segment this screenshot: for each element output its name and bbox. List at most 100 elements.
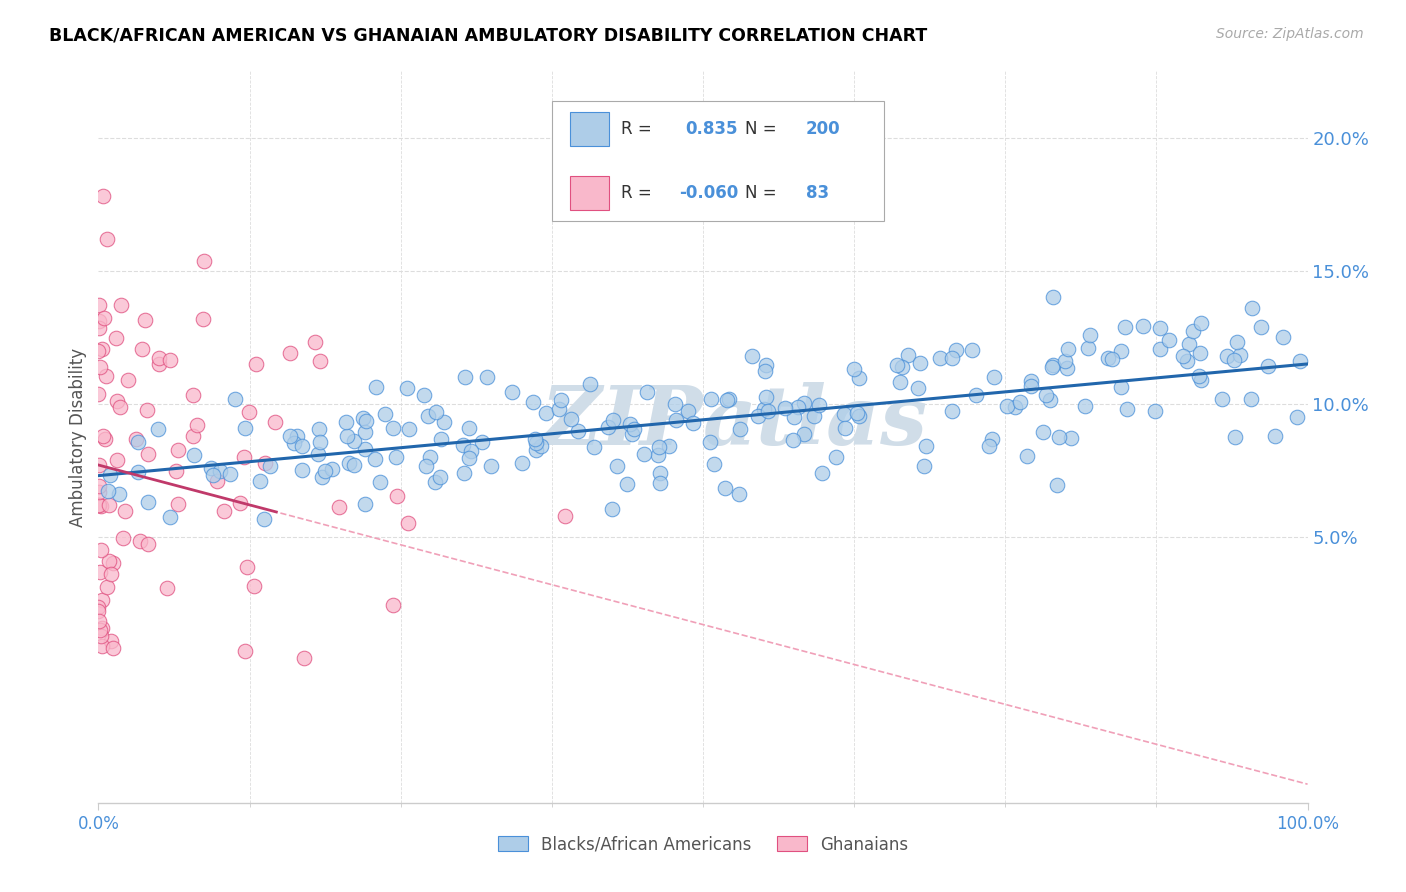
Point (1223, 352, 1246, 367)
Point (941, 351, 963, 365)
Point (756, 404, 779, 418)
Point (1257, 359, 1279, 374)
Point (897, 348, 920, 362)
Point (1178, 336, 1201, 351)
Point (458, 451, 481, 466)
Point (146, 422, 169, 436)
Point (633, 447, 655, 461)
Point (243, 579, 266, 593)
Point (1289, 354, 1312, 368)
Point (283, 435, 305, 450)
Point (1250, 320, 1272, 334)
Y-axis label: Ambulatory Disability: Ambulatory Disability (69, 348, 87, 526)
Point (159, 352, 181, 367)
Point (108, 400, 131, 414)
Point (87, 343, 110, 358)
Point (1015, 450, 1038, 464)
Point (238, 405, 260, 419)
Point (501, 385, 523, 400)
Point (1223, 430, 1246, 444)
Point (117, 373, 139, 387)
Point (87, 458, 110, 472)
Point (337, 456, 360, 470)
Point (567, 424, 589, 438)
Text: R =: R = (621, 120, 651, 138)
Legend: Blacks/African Americans, Ghanaians: Blacks/African Americans, Ghanaians (491, 829, 915, 860)
Point (131, 342, 153, 356)
Point (249, 475, 271, 489)
Point (1035, 388, 1057, 402)
Point (578, 377, 600, 392)
Text: R =: R = (621, 184, 651, 202)
Point (181, 429, 204, 443)
Point (321, 462, 343, 476)
Point (782, 433, 804, 447)
Point (100, 634, 122, 648)
Point (832, 407, 855, 421)
Point (1114, 319, 1136, 334)
Point (236, 560, 259, 574)
Point (181, 388, 204, 402)
Point (454, 370, 477, 384)
Text: 83: 83 (806, 184, 830, 202)
Point (159, 510, 181, 524)
Point (844, 362, 866, 376)
Text: 0.835: 0.835 (685, 120, 737, 138)
Point (526, 436, 548, 450)
Point (412, 388, 434, 402)
Point (1008, 394, 1031, 409)
Point (87, 604, 110, 618)
Point (107, 486, 129, 500)
Point (682, 416, 704, 430)
Point (834, 421, 856, 435)
Point (714, 481, 737, 495)
Point (307, 447, 329, 461)
Point (1032, 425, 1054, 440)
Point (96, 483, 118, 498)
Point (636, 385, 658, 400)
Text: 200: 200 (806, 120, 841, 138)
Point (908, 356, 931, 370)
Point (136, 537, 159, 551)
Point (354, 442, 377, 456)
Point (1285, 410, 1308, 425)
Point (136, 495, 159, 509)
Point (912, 459, 935, 474)
Point (550, 392, 572, 407)
Text: Source: ZipAtlas.com: Source: ZipAtlas.com (1216, 27, 1364, 41)
Point (285, 429, 308, 443)
Point (87, 498, 110, 512)
Point (596, 420, 619, 434)
Point (292, 651, 315, 665)
Point (87, 498, 110, 512)
Point (89, 360, 111, 375)
Point (602, 413, 624, 427)
Point (560, 412, 582, 426)
Text: -0.060: -0.060 (679, 184, 738, 202)
Point (433, 415, 456, 429)
Point (716, 392, 738, 407)
Point (429, 469, 451, 483)
Point (103, 640, 125, 655)
Point (1019, 378, 1042, 392)
Point (278, 429, 301, 443)
Point (354, 414, 377, 428)
Point (148, 357, 170, 371)
Point (699, 435, 721, 450)
Point (91, 592, 114, 607)
Point (89, 615, 111, 629)
Point (425, 475, 447, 489)
Point (1149, 342, 1171, 356)
Point (648, 475, 671, 490)
Point (1053, 353, 1076, 368)
Point (167, 443, 190, 458)
Point (368, 475, 391, 489)
Point (583, 441, 606, 455)
Point (1109, 380, 1132, 394)
Point (980, 432, 1002, 446)
Text: N =: N = (745, 120, 778, 138)
Point (111, 531, 134, 545)
Point (1175, 354, 1198, 368)
Point (648, 466, 671, 480)
Point (886, 358, 908, 372)
